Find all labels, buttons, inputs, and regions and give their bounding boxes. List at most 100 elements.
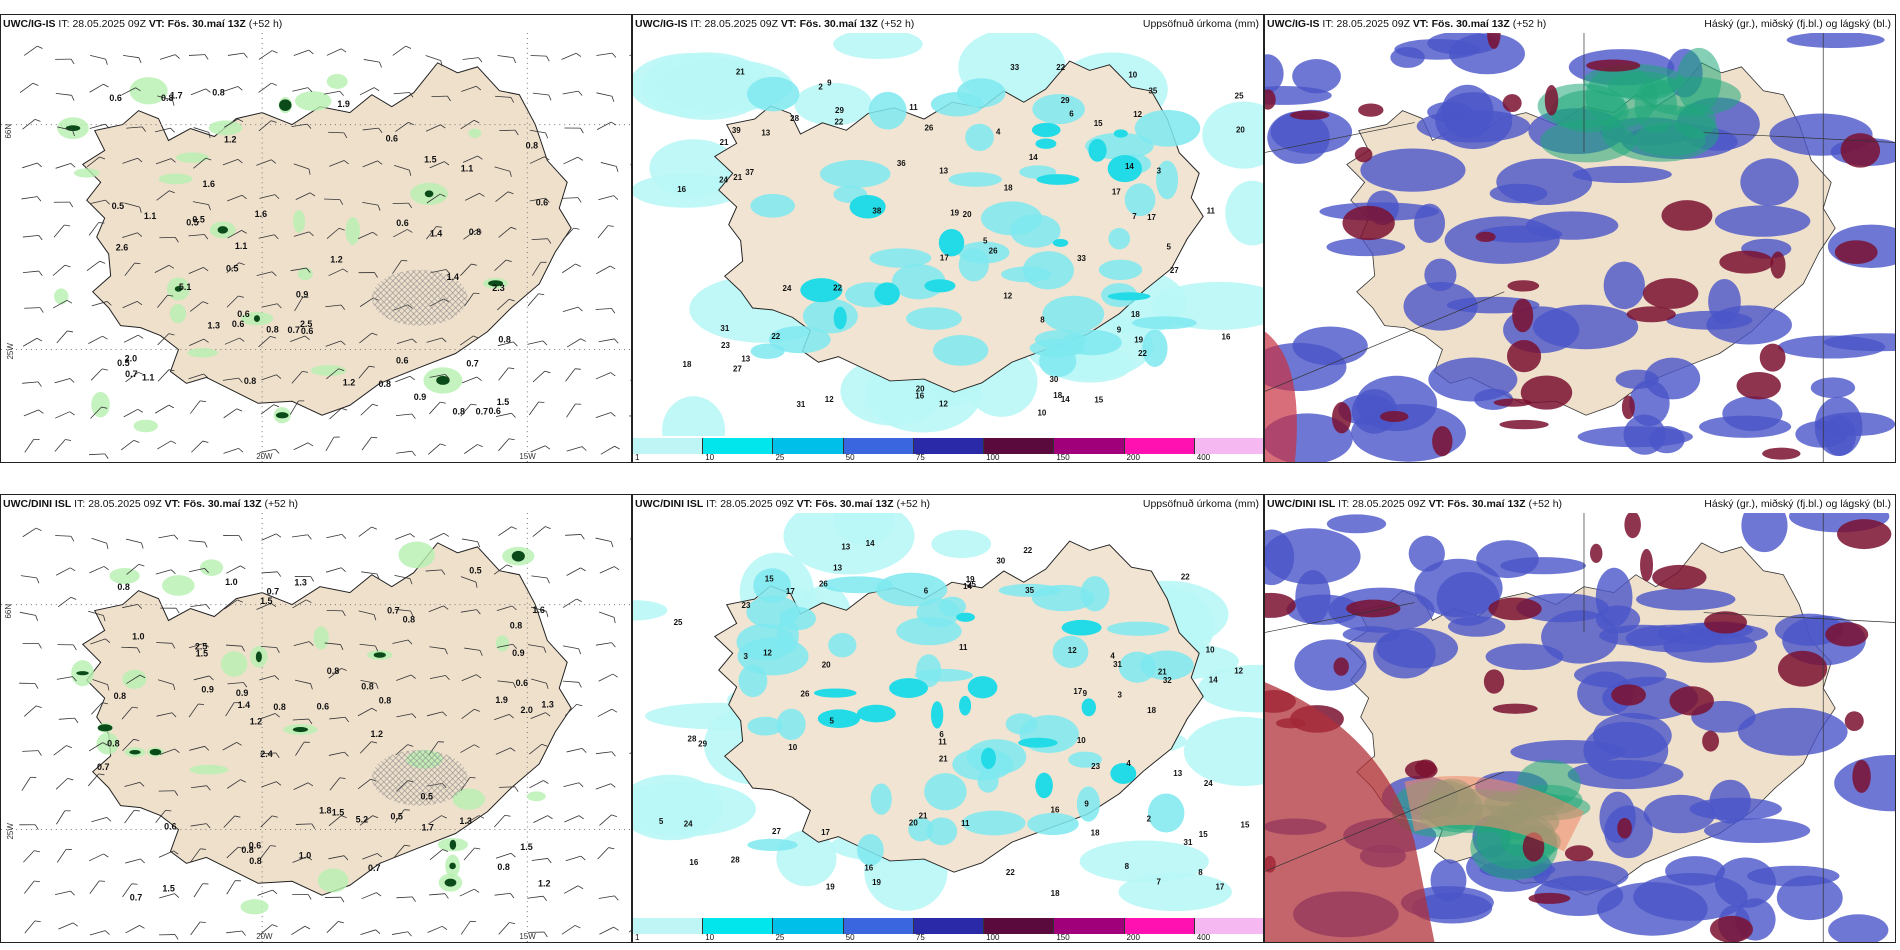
wind-barb [595, 412, 616, 419]
barb-flag [103, 83, 109, 88]
colorbar-tick: 100 [986, 933, 1000, 942]
barb-flag [340, 304, 346, 310]
low-cloud [1786, 33, 1885, 48]
precip-medium [819, 159, 891, 188]
barb-shaft [561, 925, 576, 935]
low-cloud [1741, 513, 1788, 553]
wind-barb [595, 642, 616, 648]
mid-cloud [1475, 231, 1496, 242]
barb-shaft [122, 739, 134, 752]
value-label: 0.8 [107, 739, 119, 749]
precip-patch [240, 899, 269, 915]
wind-barb [22, 118, 41, 130]
wind-barb [530, 445, 551, 453]
wind-barb [158, 790, 179, 796]
barb-flag [338, 921, 344, 924]
precip-heavy [1113, 129, 1128, 138]
barb-flag [509, 922, 516, 924]
barb-flag [581, 446, 587, 451]
wind-barb [499, 786, 519, 792]
colorbar-swatch [633, 918, 704, 934]
wind-barb [426, 193, 446, 204]
barb-shaft [124, 202, 140, 208]
barb-shaft [597, 708, 613, 717]
barb-shaft [56, 810, 66, 825]
value-label: 1.1 [235, 241, 247, 251]
lat-label: 66N [4, 124, 13, 139]
barb-flag [102, 702, 109, 705]
barb-shaft [529, 197, 546, 202]
low-cloud [1414, 558, 1503, 618]
wind-barb [426, 226, 443, 240]
barb-flag [308, 231, 314, 237]
barb-flag [439, 193, 446, 197]
value-label: 15 [765, 574, 774, 583]
wind-barb [190, 400, 206, 414]
value-label: 0.9 [512, 648, 524, 658]
precip-light [833, 33, 923, 59]
value-label: 3 [743, 652, 748, 661]
barb-shaft [156, 190, 170, 201]
wind-barb [189, 745, 210, 751]
wind-barb [292, 87, 313, 93]
barb-flag [476, 609, 481, 615]
precip-light [1197, 664, 1263, 713]
value-label: 2 [1147, 814, 1152, 823]
barb-flag [66, 848, 72, 850]
colorbar-swatch [984, 438, 1055, 454]
barb-flag [106, 817, 112, 822]
barb-shaft [497, 298, 510, 311]
wind-barb [226, 880, 241, 895]
precip-heavy [874, 282, 900, 306]
wind-barb [190, 848, 207, 862]
low-cloud [1295, 570, 1331, 624]
mid-cloud [1520, 375, 1573, 410]
wind-barb [497, 680, 517, 689]
barb-shaft [499, 786, 516, 788]
wind-barb [460, 335, 479, 346]
barb-flag [409, 92, 414, 98]
value-label: 12 [825, 395, 834, 404]
barb-flag [275, 533, 282, 538]
wind-barb [495, 95, 514, 103]
it-label: IT: [1322, 18, 1334, 30]
barb-shaft [159, 893, 175, 899]
barb-shaft [292, 856, 308, 863]
low-cloud [1265, 86, 1332, 105]
wind-barb [24, 307, 44, 313]
barb-shaft [89, 83, 104, 93]
barb-flag [103, 853, 109, 858]
barb-flag [203, 267, 209, 272]
barb-flag [343, 855, 349, 861]
barb-shaft [256, 602, 272, 610]
barb-shaft [157, 333, 170, 346]
value-label: 32 [1163, 676, 1172, 685]
wind-barb [562, 598, 582, 608]
barb-shaft [461, 708, 475, 720]
wind-barb [259, 194, 280, 200]
mid-cloud [1762, 447, 1801, 460]
barb-shaft [52, 264, 66, 276]
barb-shaft [498, 526, 512, 537]
barb-flag [274, 675, 280, 680]
barb-flag [137, 232, 143, 237]
barb-flag [141, 542, 144, 549]
barb-flag [376, 892, 382, 897]
wind-barb [461, 538, 481, 548]
barb-flag [34, 118, 41, 122]
value-label: 13 [1173, 769, 1182, 778]
wind-barb [464, 647, 483, 656]
value-label: 0.6 [396, 218, 408, 228]
barb-shaft [596, 52, 613, 56]
barb-flag [404, 809, 410, 811]
barb-shaft [562, 306, 579, 313]
wind-barb [429, 849, 449, 860]
barb-shaft [527, 293, 539, 307]
wind-barb [226, 565, 246, 574]
barb-shaft [531, 678, 547, 684]
colorbar: 1 10 25 50 75 100 150 200 400 [633, 916, 1263, 942]
wind-barb [396, 413, 416, 419]
value-label: 1.1 [461, 163, 473, 173]
barb-flag [74, 717, 79, 724]
barb-flag [478, 815, 485, 819]
